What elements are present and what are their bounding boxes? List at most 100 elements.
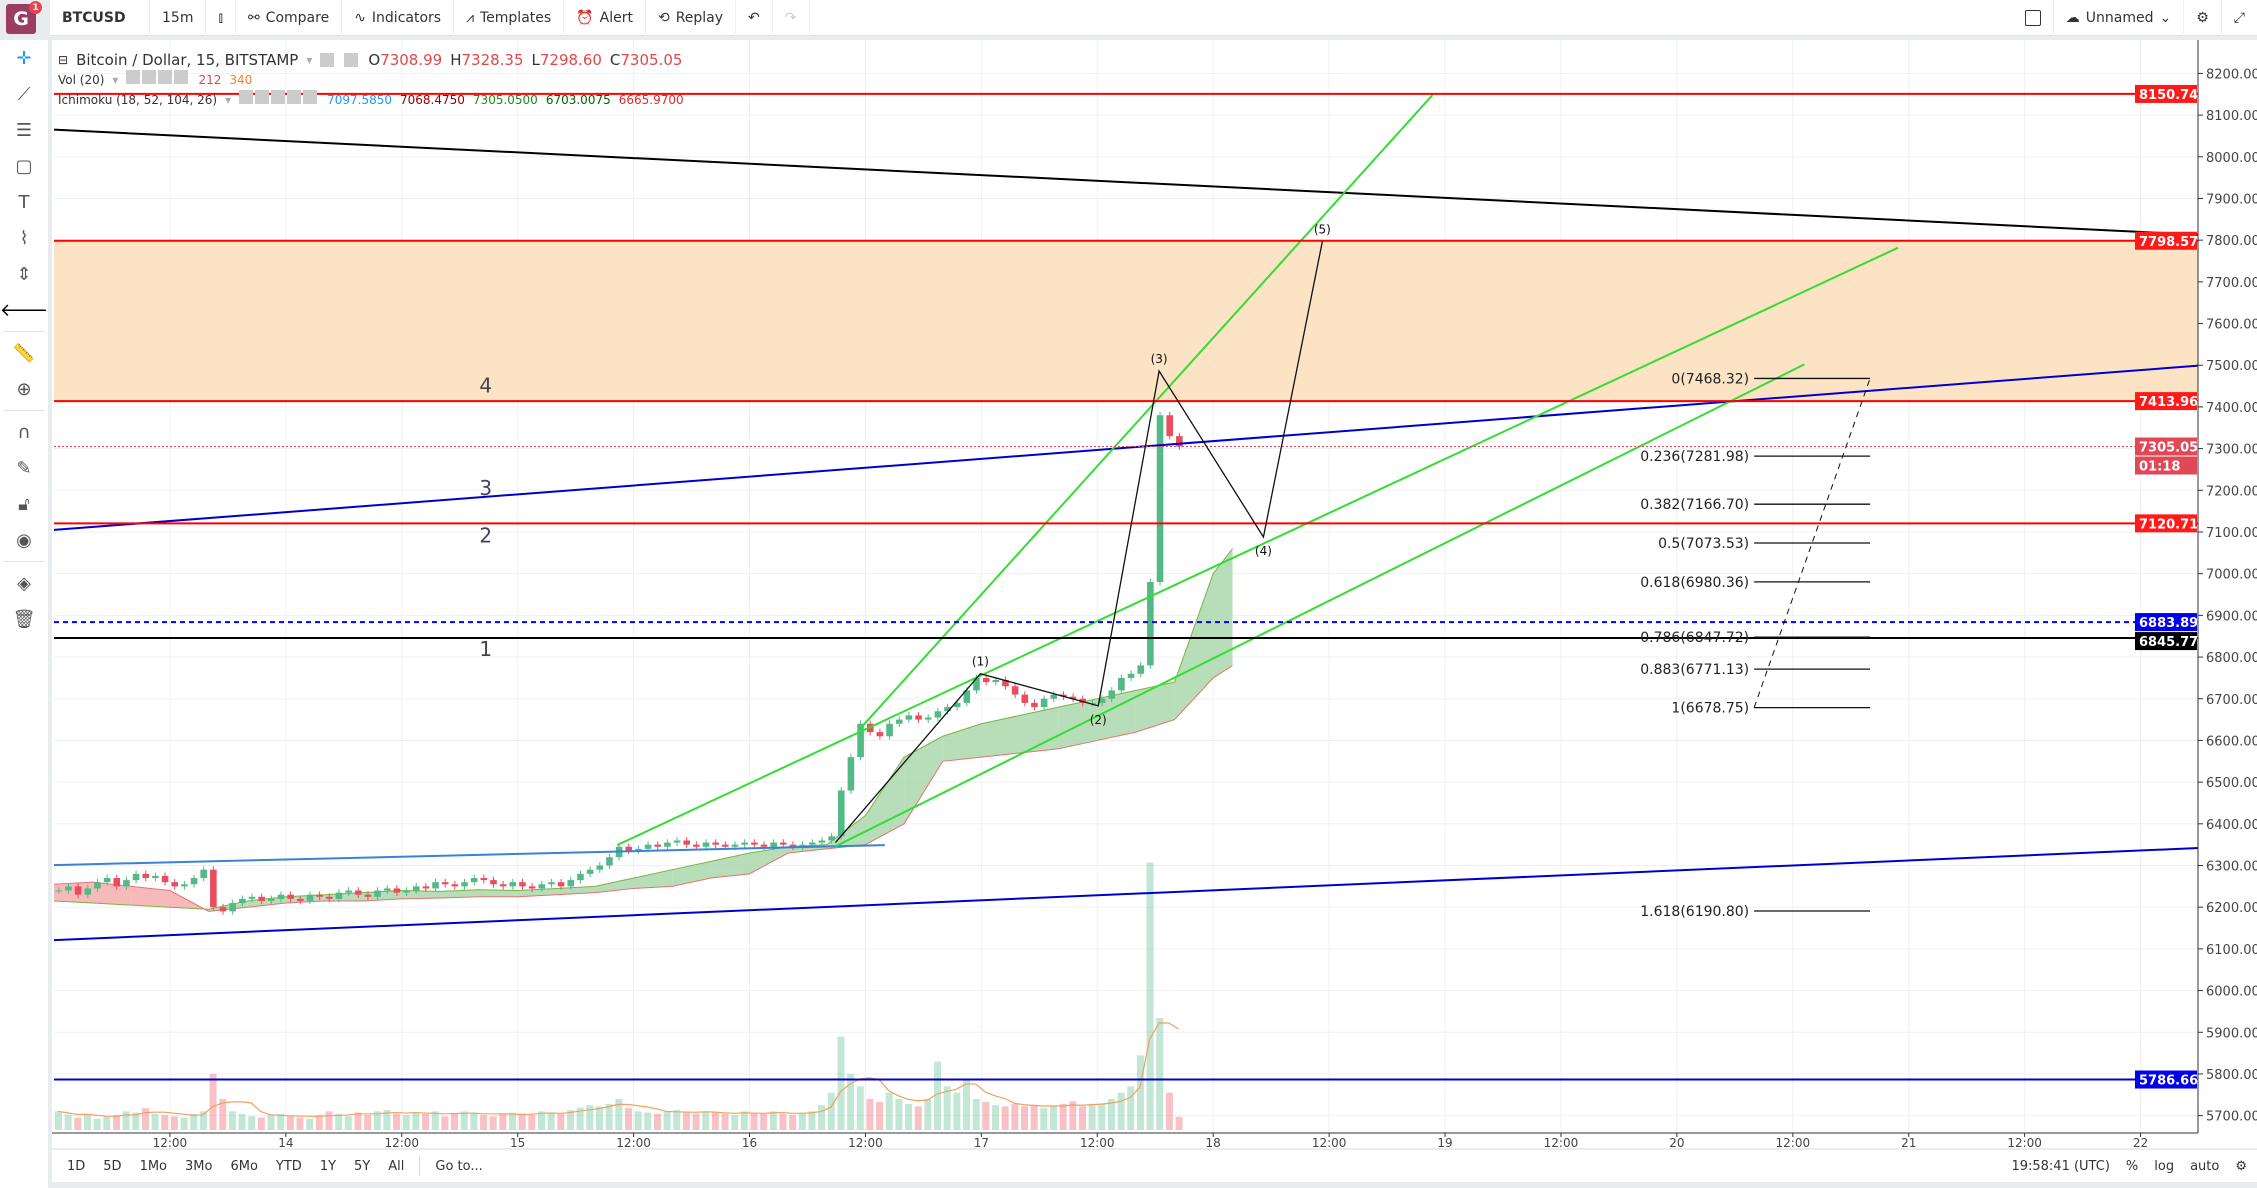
- object-tree-tool[interactable]: ◈: [0, 565, 48, 601]
- level-price-tag: 5786.66: [2139, 1074, 2198, 1089]
- stay-drawing-tool[interactable]: ✎: [0, 450, 48, 486]
- plus-icon[interactable]: [287, 90, 302, 104]
- candle: [808, 842, 816, 845]
- volume-bar: [557, 1113, 565, 1130]
- hide-icon[interactable]: [239, 90, 254, 104]
- rectangle-tool[interactable]: ▢: [0, 148, 48, 184]
- templates-button[interactable]: ⩘ Templates: [454, 0, 565, 36]
- volume-bar: [431, 1111, 439, 1130]
- chevron-down-icon[interactable]: ▾: [306, 53, 313, 67]
- redo-button[interactable]: ↷: [773, 0, 810, 36]
- fullscreen-button[interactable]: ⤢: [2222, 0, 2257, 36]
- hide-icon[interactable]: [320, 53, 335, 67]
- text-icon: T: [18, 191, 30, 213]
- auto-toggle[interactable]: auto: [2190, 1158, 2220, 1174]
- candle: [190, 878, 198, 885]
- range-all[interactable]: All: [388, 1158, 405, 1174]
- candle: [480, 878, 488, 881]
- chart-type-button[interactable]: ⫾: [206, 0, 236, 36]
- top-toolbar: BTCUSD 15m ⫾ ⚯ Compare ∿ Indicators ⩘ Templ…: [50, 0, 2257, 36]
- range-6mo[interactable]: 6Mo: [230, 1158, 258, 1174]
- crosshair-tool[interactable]: ✛: [0, 40, 48, 76]
- replay-button[interactable]: ⟲ Replay: [646, 0, 737, 36]
- volume-bar: [789, 1115, 797, 1130]
- percent-toggle[interactable]: %: [2125, 1158, 2139, 1174]
- settings-button[interactable]: ⚙: [2184, 0, 2222, 36]
- range-1mo[interactable]: 1Mo: [139, 1158, 168, 1174]
- text-tool[interactable]: T: [0, 184, 48, 220]
- elliott-wave-label: (3): [1151, 352, 1168, 366]
- indicators-button[interactable]: ∿ Indicators: [342, 0, 455, 36]
- ichimoku-cloud: [54, 882, 93, 904]
- range-5y[interactable]: 5Y: [354, 1158, 371, 1174]
- collapse-icon[interactable]: ⊟: [58, 53, 69, 67]
- layout-name-button[interactable]: ☁ Unnamed ⌄: [2054, 0, 2185, 36]
- measure-tool[interactable]: 📏: [0, 335, 48, 371]
- zoom-tool[interactable]: ⊕: [0, 371, 48, 407]
- log-toggle[interactable]: log: [2154, 1158, 2175, 1174]
- fib-tool[interactable]: ⇕: [0, 256, 48, 292]
- parallel-channel-tool[interactable]: ☰: [0, 112, 48, 148]
- volume-bar: [180, 1117, 188, 1130]
- plus-icon[interactable]: [158, 70, 173, 84]
- range-3mo[interactable]: 3Mo: [185, 1158, 213, 1174]
- compare-icon: ⚯: [247, 9, 260, 26]
- symbol-search[interactable]: BTCUSD: [50, 0, 150, 36]
- candle: [490, 880, 497, 885]
- trendline-tool[interactable]: ⟋: [0, 76, 48, 112]
- candle: [451, 884, 459, 887]
- candle: [702, 842, 710, 847]
- volume-bar: [422, 1113, 430, 1130]
- candle: [74, 886, 82, 895]
- gear-icon[interactable]: ⚙: [2235, 1158, 2247, 1174]
- source-icon[interactable]: [271, 90, 286, 104]
- close-icon[interactable]: [303, 90, 318, 104]
- volume-bar: [364, 1115, 372, 1130]
- gear-icon[interactable]: [142, 70, 157, 84]
- range-1d[interactable]: 1D: [67, 1158, 86, 1174]
- fib-level-label: 0.618(6980.36): [1640, 575, 1749, 591]
- volume-bar: [141, 1108, 149, 1130]
- interval-button[interactable]: 15m: [150, 0, 207, 36]
- candle: [712, 842, 719, 845]
- price-tick-label: 6300.00: [2206, 860, 2257, 875]
- volume-bar: [644, 1112, 652, 1130]
- range-1y[interactable]: 1Y: [319, 1158, 337, 1174]
- goto-button[interactable]: Go to...: [435, 1158, 483, 1174]
- ichimoku-span-a: [53, 548, 1233, 910]
- ichimoku-value: 7305.0500: [472, 93, 538, 107]
- eye-icon: ◉: [16, 529, 32, 551]
- price-tick-label: 7900.00: [2206, 192, 2257, 207]
- level-price-tag: 7120.71: [2139, 517, 2198, 532]
- chevron-down-icon[interactable]: ▾: [225, 93, 232, 107]
- chart-pane[interactable]: (1) (2) (3) (4) (5) 4 3 2 1 0(7468.32) 0.236(7281.…: [52, 40, 2257, 1150]
- price-tick-label: 6100.00: [2206, 943, 2257, 958]
- gear-icon[interactable]: [255, 90, 270, 104]
- close-icon[interactable]: [174, 70, 189, 84]
- ichimoku-cloud: [942, 723, 982, 762]
- hide-icon[interactable]: [126, 70, 141, 84]
- alert-button[interactable]: ⏰ Alert: [564, 0, 646, 36]
- hide-tool[interactable]: ◉: [0, 522, 48, 558]
- gear-icon[interactable]: [344, 53, 359, 67]
- candle: [1156, 415, 1164, 583]
- open-value: 7308.99: [380, 51, 443, 69]
- range-ytd[interactable]: YTD: [275, 1158, 302, 1174]
- lock-tool[interactable]: 🔓︎: [0, 486, 48, 522]
- compare-button[interactable]: ⚯ Compare: [236, 0, 343, 36]
- pattern-tool[interactable]: ⌇: [0, 220, 48, 256]
- magnet-tool[interactable]: ∩: [0, 414, 48, 450]
- chevron-down-icon[interactable]: ▾: [112, 73, 119, 87]
- back-tool[interactable]: 🡐: [0, 292, 48, 328]
- candle: [567, 880, 575, 887]
- volume-bar: [538, 1111, 545, 1130]
- candle: [509, 882, 517, 887]
- remove-drawings-tool[interactable]: 🗑︎: [0, 601, 48, 637]
- layout-toggle-button[interactable]: [2013, 0, 2054, 36]
- undo-button[interactable]: ↶: [736, 0, 773, 36]
- price-chart[interactable]: (1)(2)(3)(4)(5)43210(7468.32)0.236(7281.…: [52, 40, 2257, 1150]
- candle: [664, 842, 671, 847]
- range-5d[interactable]: 5D: [103, 1158, 122, 1174]
- trend-line: [860, 94, 1434, 728]
